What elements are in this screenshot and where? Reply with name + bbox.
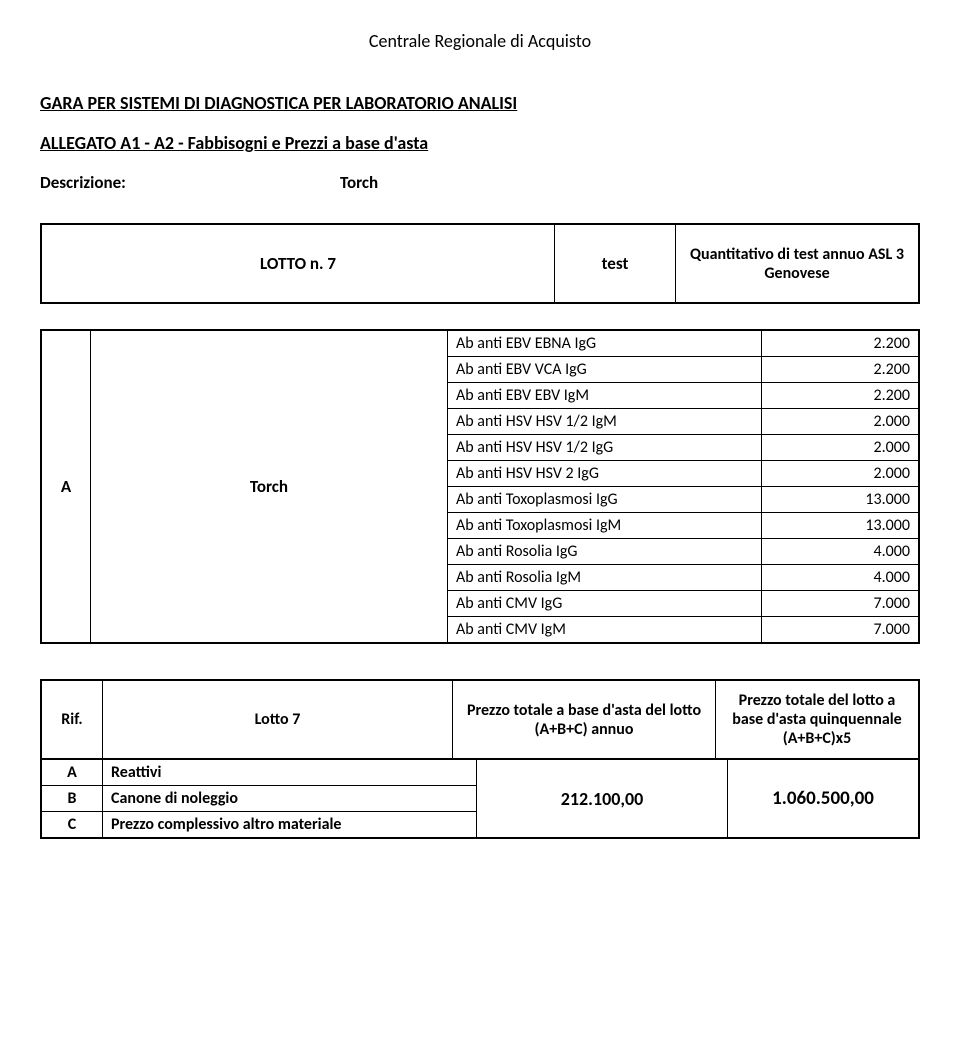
price-row: AReattivi xyxy=(42,760,477,786)
lotto-unit: test xyxy=(555,225,676,302)
table-row: Ab anti Rosolia IgM4.000 xyxy=(448,565,918,591)
table-row: Ab anti EBV EBV IgM2.200 xyxy=(448,383,918,409)
description-label: Descrizione: xyxy=(40,172,340,193)
table-row: Ab anti EBV VCA IgG2.200 xyxy=(448,357,918,383)
test-name: Ab anti EBV VCA IgG xyxy=(448,357,762,382)
price-annuo-value: 212.100,00 xyxy=(477,760,728,837)
test-value: 2.200 xyxy=(762,383,918,408)
test-name: Ab anti Toxoplasmosi IgG xyxy=(448,487,762,512)
lotto-number: LOTTO n. 7 xyxy=(42,225,555,302)
price-header-lotto: Lotto 7 xyxy=(103,681,453,758)
table-row: Ab anti HSV HSV 2 IgG2.000 xyxy=(448,461,918,487)
table-row: Ab anti HSV HSV 1/2 IgG2.000 xyxy=(448,435,918,461)
price-row-label: Reattivi xyxy=(103,760,477,785)
data-code: A xyxy=(42,331,91,642)
data-label: Torch xyxy=(91,331,448,642)
test-value: 13.000 xyxy=(762,487,918,512)
test-name: Ab anti Rosolia IgM xyxy=(448,565,762,590)
price-left-rows: AReattiviBCanone di noleggioCPrezzo comp… xyxy=(42,760,477,837)
test-value: 2.000 xyxy=(762,435,918,460)
table-row: Ab anti HSV HSV 1/2 IgM2.000 xyxy=(448,409,918,435)
price-row: BCanone di noleggio xyxy=(42,786,477,812)
price-row-label: Canone di noleggio xyxy=(103,786,477,811)
test-name: Ab anti CMV IgG xyxy=(448,591,762,616)
price-row: CPrezzo complessivo altro materiale xyxy=(42,812,477,837)
test-name: Ab anti HSV HSV 2 IgG xyxy=(448,461,762,486)
price-header-totale: Prezzo totale del lotto a base d'asta qu… xyxy=(716,681,918,758)
test-value: 13.000 xyxy=(762,513,918,538)
lotto-quantity-header: Quantitativo di test annuo ASL 3 Genoves… xyxy=(676,225,918,302)
test-name: Ab anti HSV HSV 1/2 IgG xyxy=(448,435,762,460)
description-value: Torch xyxy=(340,172,378,193)
price-header-annuo: Prezzo totale a base d'asta del lotto (A… xyxy=(453,681,716,758)
document-title: GARA PER SISTEMI DI DIAGNOSTICA PER LABO… xyxy=(40,92,920,114)
data-table: A Torch Ab anti EBV EBNA IgG2.200Ab anti… xyxy=(40,329,920,644)
price-header-rif: Rif. xyxy=(42,681,103,758)
table-row: Ab anti Toxoplasmosi IgG13.000 xyxy=(448,487,918,513)
test-name: Ab anti HSV HSV 1/2 IgM xyxy=(448,409,762,434)
test-value: 2.200 xyxy=(762,331,918,356)
price-table: Rif. Lotto 7 Prezzo totale a base d'asta… xyxy=(40,679,920,839)
test-value: 2.000 xyxy=(762,409,918,434)
price-row-code: C xyxy=(42,812,103,837)
table-row: Ab anti Toxoplasmosi IgM13.000 xyxy=(448,513,918,539)
table-row: Ab anti Rosolia IgG4.000 xyxy=(448,539,918,565)
table-row: Ab anti EBV EBNA IgG2.200 xyxy=(448,331,918,357)
price-header-row: Rif. Lotto 7 Prezzo totale a base d'asta… xyxy=(42,681,918,760)
test-value: 4.000 xyxy=(762,539,918,564)
lotto-header-box: LOTTO n. 7 test Quantitativo di test ann… xyxy=(40,223,920,304)
test-name: Ab anti EBV EBV IgM xyxy=(448,383,762,408)
data-rows-container: Ab anti EBV EBNA IgG2.200Ab anti EBV VCA… xyxy=(448,331,918,642)
price-body: AReattiviBCanone di noleggioCPrezzo comp… xyxy=(42,760,918,837)
document-subtitle: ALLEGATO A1 - A2 - Fabbisogni e Prezzi a… xyxy=(40,132,920,154)
price-row-code: A xyxy=(42,760,103,785)
test-value: 2.000 xyxy=(762,461,918,486)
test-name: Ab anti CMV IgM xyxy=(448,617,762,642)
price-row-label: Prezzo complessivo altro materiale xyxy=(103,812,477,837)
test-value: 4.000 xyxy=(762,565,918,590)
test-value: 7.000 xyxy=(762,617,918,642)
test-name: Ab anti Toxoplasmosi IgM xyxy=(448,513,762,538)
test-value: 7.000 xyxy=(762,591,918,616)
test-value: 2.200 xyxy=(762,357,918,382)
table-row: Ab anti CMV IgM7.000 xyxy=(448,617,918,642)
price-row-code: B xyxy=(42,786,103,811)
price-totale-value: 1.060.500,00 xyxy=(728,760,918,837)
description-row: Descrizione: Torch xyxy=(40,172,920,193)
page-header: Centrale Regionale di Acquisto xyxy=(40,30,920,52)
table-row: Ab anti CMV IgG7.000 xyxy=(448,591,918,617)
test-name: Ab anti Rosolia IgG xyxy=(448,539,762,564)
test-name: Ab anti EBV EBNA IgG xyxy=(448,331,762,356)
